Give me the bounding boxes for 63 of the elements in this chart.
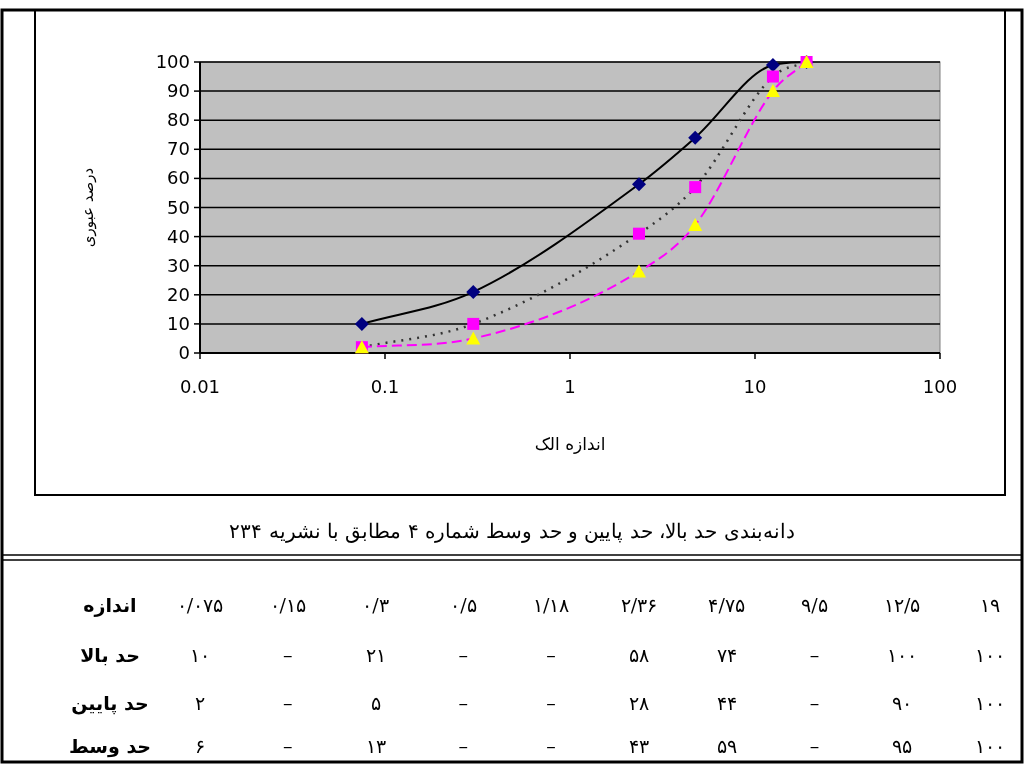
- data-label: –: [283, 644, 293, 666]
- data-label: ۶: [195, 735, 205, 757]
- data-label: ۱۳: [365, 735, 386, 757]
- data-label: –: [458, 692, 469, 714]
- y-tick-label: 70: [167, 138, 190, 160]
- category-label: ۰/۱۵: [269, 594, 306, 616]
- data-label: –: [809, 644, 820, 666]
- data-label: ۲: [195, 692, 205, 714]
- x-tick-label: 10: [743, 376, 767, 397]
- data-label: ۱۰۰: [975, 735, 1005, 757]
- data-label: –: [546, 644, 556, 666]
- data-label: ۱۰۰: [975, 692, 1005, 714]
- category-label: ۱۲/۵: [884, 594, 921, 616]
- y-tick-label: 30: [167, 254, 190, 276]
- data-label: ۴۳: [628, 735, 649, 757]
- category-label: ۰/۵: [450, 594, 477, 616]
- y-tick-label: 60: [167, 167, 190, 189]
- data-label: ۲۸: [628, 692, 649, 714]
- data-label: –: [283, 735, 293, 757]
- text: دانه‌بندی حد بالا، حد پایین و حد وسط شماره ۴ مطابق با نشریه ۲۳۴: [229, 519, 795, 543]
- y-tick-label: 20: [167, 283, 190, 305]
- data-label: ۴۴: [716, 692, 737, 714]
- data-label: –: [458, 735, 469, 757]
- data-label: ۷۴: [716, 644, 737, 666]
- category-label: ۰/۳: [362, 594, 389, 616]
- data-label: ۱۰۰: [887, 644, 918, 666]
- data-label: –: [809, 692, 820, 714]
- data-label: ۵: [370, 692, 381, 714]
- text: حد پایین: [71, 692, 149, 715]
- x-tick-label: 1: [564, 376, 576, 397]
- data-label: –: [283, 692, 293, 714]
- data-label: –: [458, 644, 469, 666]
- data-label: –: [546, 735, 556, 757]
- data-label: ۲۱: [365, 644, 386, 666]
- y-tick-label: 0: [178, 342, 190, 363]
- data-label: ۱۰۰: [975, 644, 1005, 666]
- x-axis-title: اندازه الک: [534, 434, 606, 454]
- category-label: ۱/۱۸: [532, 594, 570, 616]
- text: حد وسط: [68, 735, 152, 758]
- data-label: ۱۰: [190, 644, 210, 666]
- data-label: –: [546, 692, 556, 714]
- category-label: ۴/۷۵: [708, 594, 745, 616]
- x-tick-label: 100: [922, 376, 958, 397]
- data-label: ۹۵: [892, 735, 913, 757]
- text: حد بالا: [80, 644, 140, 666]
- category-label: ۹/۵: [801, 594, 828, 616]
- y-tick-label: 40: [167, 225, 190, 247]
- category-label: ۰/۰۷۵: [176, 594, 224, 616]
- data-label: ۹۰: [892, 692, 913, 714]
- y-tick-label: 100: [155, 51, 190, 72]
- y-tick-label: 50: [167, 196, 190, 218]
- category-label: ۱۹: [980, 594, 1000, 616]
- data-label: –: [809, 735, 820, 757]
- text: اندازه: [83, 594, 137, 617]
- y-tick-label: 80: [167, 109, 190, 131]
- data-label: ۵۹: [716, 735, 737, 757]
- y-tick-label: 90: [167, 80, 190, 102]
- y-axis-title: درصد عبوری: [79, 167, 97, 248]
- y-tick-label: 10: [167, 312, 190, 334]
- category-label: ۲/۳۶: [620, 594, 658, 616]
- x-tick-label: 0.01: [179, 376, 221, 397]
- data-label: ۵۸: [628, 644, 649, 666]
- x-tick-label: 0.1: [370, 376, 400, 397]
